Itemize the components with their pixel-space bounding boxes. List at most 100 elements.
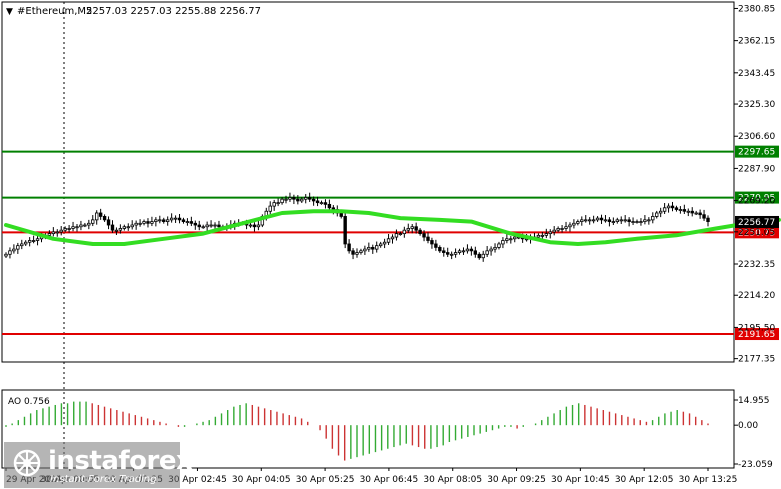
candle-body <box>276 202 280 205</box>
time-tick-label: 30 Apr 09:25 <box>487 475 546 485</box>
candle-body <box>477 253 481 259</box>
current-price-label: 2256.77 <box>738 218 775 228</box>
candle-body <box>662 207 667 212</box>
header-arrow[interactable]: ▼ <box>6 7 13 17</box>
candle-body <box>623 219 627 222</box>
candle <box>493 243 497 253</box>
candle-body <box>540 234 545 237</box>
candle-body <box>47 233 52 236</box>
candle <box>87 219 91 230</box>
candle <box>446 247 450 258</box>
candle <box>375 241 379 253</box>
price-tick-label: 2343.45 <box>738 69 775 79</box>
candle-body <box>394 233 399 238</box>
candle-body <box>501 240 505 245</box>
candle <box>343 212 347 249</box>
candle-body <box>367 246 371 250</box>
candle <box>544 228 549 239</box>
candle <box>422 230 426 242</box>
candle-body <box>568 224 572 228</box>
candle <box>603 215 608 223</box>
candle-body <box>465 248 470 252</box>
candle-body <box>217 224 221 228</box>
candle-body <box>607 219 612 222</box>
candle-body <box>181 219 186 222</box>
candle-body <box>193 222 198 226</box>
candle <box>130 220 134 230</box>
candle <box>410 223 414 234</box>
candle <box>595 216 600 222</box>
candle-body <box>434 243 438 248</box>
candle-body <box>378 243 383 247</box>
candle-body <box>603 219 608 222</box>
candle-body <box>197 224 201 228</box>
candle <box>142 219 146 226</box>
candle-body <box>87 222 91 226</box>
candle-body <box>556 228 560 231</box>
candle <box>647 217 651 225</box>
candle-body <box>627 219 631 222</box>
candle <box>27 237 32 247</box>
candle <box>623 215 627 223</box>
candle-body <box>31 240 36 242</box>
candle-body <box>497 243 501 248</box>
candle-body <box>390 236 395 240</box>
candle <box>591 215 596 224</box>
candle <box>323 199 328 209</box>
candle-body <box>79 224 83 228</box>
candle <box>280 197 284 205</box>
candle-body <box>619 219 623 222</box>
candle-body <box>189 221 194 224</box>
ao-title: AO 0.756 <box>8 397 50 407</box>
candle <box>501 237 505 249</box>
candle-body <box>154 219 158 222</box>
candle-body <box>398 233 403 236</box>
candle-body <box>414 226 418 231</box>
candle-body <box>118 228 123 231</box>
candle <box>126 223 130 231</box>
candle-body <box>300 198 304 202</box>
candle-body <box>674 207 679 210</box>
candle-body <box>75 226 79 229</box>
candle <box>327 199 332 211</box>
candle-body <box>213 224 217 227</box>
candle <box>540 231 545 240</box>
candle <box>315 196 320 207</box>
candle-body <box>580 219 584 222</box>
candle-body <box>461 250 466 253</box>
candle <box>497 241 501 250</box>
candle <box>469 246 474 256</box>
candle-body <box>363 248 367 252</box>
candle <box>158 215 162 224</box>
ao-tick-label: -23.059 <box>738 460 773 470</box>
candle-body <box>457 250 462 253</box>
candle <box>378 241 383 248</box>
candle-body <box>698 212 702 216</box>
candle-body <box>95 212 99 221</box>
candle-body <box>382 241 387 245</box>
candle <box>662 202 667 215</box>
candle <box>292 194 296 205</box>
candle <box>658 207 663 218</box>
candle <box>300 197 304 203</box>
candle <box>481 250 485 262</box>
candle-body <box>343 216 347 245</box>
ao-pane-frame <box>1 389 735 469</box>
level-price-tag <box>735 226 779 239</box>
candle <box>619 216 623 224</box>
candle-body <box>473 250 478 255</box>
candle <box>83 222 87 228</box>
candle <box>552 226 556 236</box>
candle <box>485 246 489 258</box>
candle <box>382 238 387 249</box>
candle <box>702 209 706 221</box>
price-tick-label: 2380.85 <box>738 4 775 14</box>
candle <box>4 252 8 259</box>
candle-body <box>386 238 391 243</box>
candle-body <box>635 221 639 223</box>
candle-body <box>682 209 687 212</box>
candle-body <box>647 219 651 222</box>
candle-body <box>560 228 564 230</box>
candle <box>16 242 20 254</box>
